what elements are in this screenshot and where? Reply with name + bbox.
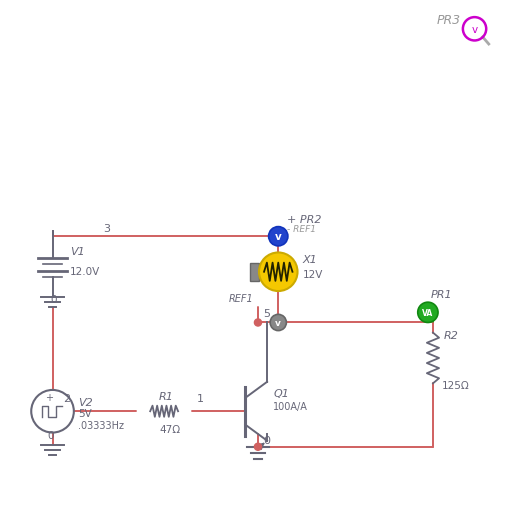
Text: 3: 3 (103, 224, 110, 234)
Text: 125Ω: 125Ω (442, 381, 470, 390)
Text: R2: R2 (444, 330, 459, 340)
Circle shape (259, 253, 297, 292)
Text: R1: R1 (159, 391, 174, 401)
Text: Q1: Q1 (273, 388, 289, 398)
Text: v: v (275, 318, 281, 327)
Text: 12.0V: 12.0V (70, 267, 101, 277)
Text: 100A/A: 100A/A (273, 401, 308, 411)
Text: REF1: REF1 (229, 294, 254, 303)
Text: V2: V2 (78, 398, 93, 407)
Circle shape (275, 233, 282, 240)
FancyBboxPatch shape (250, 263, 259, 281)
Text: - REF1: - REF1 (288, 225, 316, 234)
Text: 5: 5 (263, 309, 270, 319)
Text: .03333Hz: .03333Hz (78, 420, 124, 430)
Circle shape (254, 443, 262, 450)
Text: 0: 0 (50, 295, 56, 304)
Text: + PR2: + PR2 (288, 215, 322, 224)
Circle shape (270, 315, 287, 331)
Text: VA: VA (422, 308, 433, 317)
Circle shape (254, 319, 262, 326)
Circle shape (269, 227, 288, 246)
Text: X1: X1 (303, 254, 317, 264)
Text: 1: 1 (197, 393, 204, 403)
Text: V1: V1 (70, 246, 85, 257)
Text: 0: 0 (47, 430, 54, 440)
Text: 5V: 5V (78, 409, 92, 418)
Text: PR1: PR1 (430, 290, 452, 299)
Text: 47Ω: 47Ω (159, 423, 180, 434)
Text: v: v (275, 232, 282, 242)
Text: v: v (472, 25, 478, 35)
Text: 0: 0 (263, 435, 270, 445)
Text: 2: 2 (63, 393, 70, 403)
Text: 12V: 12V (303, 269, 323, 279)
Text: +: + (45, 392, 54, 402)
Circle shape (418, 302, 438, 323)
Text: PR3: PR3 (437, 14, 461, 26)
